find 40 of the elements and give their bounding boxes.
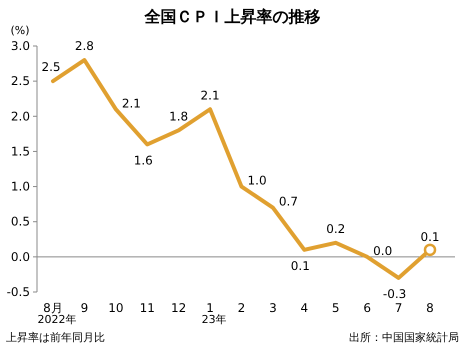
data-label: 1.0 bbox=[248, 174, 267, 188]
data-label: 0.0 bbox=[373, 244, 392, 258]
y-tick-label: 0.5 bbox=[10, 214, 30, 229]
data-label: 0.1 bbox=[420, 230, 440, 244]
text: 23年 bbox=[202, 313, 227, 326]
data-label: 0.1 bbox=[290, 258, 310, 273]
y-tick-label: 2.0 bbox=[10, 109, 30, 124]
x-tick-label: 8月 bbox=[43, 301, 63, 315]
y-tick-label: 1.0 bbox=[10, 180, 30, 194]
data-label: 1.6 bbox=[134, 153, 153, 168]
y-axis-title: (%) bbox=[10, 24, 30, 37]
x-tick-label: 12 bbox=[171, 301, 186, 315]
x-tick-label: 6 bbox=[363, 301, 371, 315]
y-tick-label: -0.5 bbox=[6, 285, 30, 299]
x-tick-label: 5 bbox=[332, 301, 340, 315]
data-label: -0.3 bbox=[382, 286, 406, 301]
data-label: 0.2 bbox=[326, 222, 346, 236]
text: 上昇率は前年同月比 bbox=[6, 331, 105, 344]
data-label: 2.1 bbox=[122, 96, 141, 110]
y-tick-label: 0.0 bbox=[10, 250, 30, 264]
data-label: 0.7 bbox=[278, 194, 298, 209]
data-label: 2.5 bbox=[41, 60, 61, 74]
data-label: 2.8 bbox=[74, 39, 94, 54]
x-tick-label: 10 bbox=[108, 301, 124, 315]
x-tick-label: 4 bbox=[300, 301, 308, 315]
data-label: 1.8 bbox=[169, 109, 188, 124]
chart-title: 全国ＣＰＩ上昇率の推移 bbox=[144, 7, 320, 26]
x-tick-label: 9 bbox=[80, 301, 88, 315]
text: 2022年 bbox=[38, 313, 76, 326]
x-tick-label: 2 bbox=[238, 301, 246, 315]
text: 出所：中国国家統計局 bbox=[349, 331, 459, 344]
x-tick-label: 3 bbox=[269, 301, 277, 315]
y-tick-label: 3.0 bbox=[10, 39, 30, 53]
x-tick-label: 11 bbox=[140, 301, 155, 315]
y-tick-label: 2.5 bbox=[10, 74, 30, 88]
x-tick-label: 7 bbox=[394, 301, 402, 315]
data-label: 2.1 bbox=[200, 88, 220, 102]
x-tick-label: 1 bbox=[206, 301, 214, 315]
y-tick-label: 1.5 bbox=[10, 144, 30, 158]
x-tick-label: 8 bbox=[426, 301, 434, 315]
